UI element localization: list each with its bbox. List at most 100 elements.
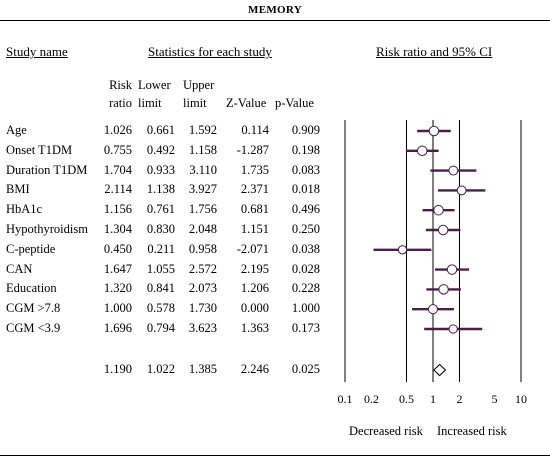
bottom-rule: [0, 455, 550, 456]
row-upper-cell: 1.756: [188, 202, 217, 217]
summary-z-cell: 2.246: [240, 362, 269, 376]
row-study-cell: CGM <3.9: [6, 321, 61, 335]
row-study-cell: Hypothyroidism: [6, 222, 88, 236]
row-z-cell: 0.114: [241, 123, 269, 137]
row-p-cell: 0.018: [291, 182, 320, 197]
row-rr-cell: 1.156: [103, 202, 132, 217]
row-z-cell: 1.735: [240, 162, 269, 177]
row-z-cell: 1.363: [240, 321, 269, 335]
row-p-cell: 0.038: [291, 241, 320, 256]
summary-lower-cell: 1.022: [146, 362, 175, 376]
row-upper-cell: 1.730: [188, 301, 217, 316]
col-header-risk-ratio: Risk ratio: [109, 78, 132, 110]
row-study-cell: Age: [6, 123, 27, 137]
row-lower-cell: 0.761: [146, 202, 175, 217]
page-title: MEMORY: [248, 4, 302, 16]
point-estimate-marker: [437, 224, 449, 236]
header-risk-ratio-ci: Risk ratio and 95% CI: [376, 44, 493, 59]
row-study-cell: HbA1c: [6, 202, 43, 217]
row-z-cell: -1.287: [236, 142, 269, 157]
tick-label: 2: [456, 392, 463, 406]
row-study-cell: CAN: [6, 261, 33, 276]
row-study-cell: BMI: [6, 182, 30, 197]
tick-label: 0.2: [363, 392, 379, 406]
axis-label-increased-risk: Increased risk: [437, 424, 507, 438]
point-estimate-marker: [417, 145, 428, 157]
row-study-cell: Duration T1DM: [6, 162, 88, 177]
row-study-cell: Education: [6, 281, 57, 296]
point-estimate-marker: [448, 165, 459, 176]
row-p-cell: 0.228: [291, 281, 320, 296]
summary-upper-cell: 1.385: [188, 362, 217, 376]
row-rr-cell: 1.026: [103, 123, 132, 137]
row-study-cell: CGM >7.8: [6, 301, 61, 316]
row-z-cell: 1.206: [240, 281, 269, 296]
row-upper-cell: 2.073: [188, 281, 217, 296]
row-z-cell: -2.071: [236, 241, 269, 256]
row-lower-cell: 0.578: [146, 301, 175, 316]
summary-rr-cell: 1.190: [103, 362, 132, 376]
row-rr-cell: 1.696: [103, 321, 132, 335]
row-rr-cell: 1.647: [103, 261, 132, 276]
row-lower-cell: 0.830: [146, 222, 175, 236]
summary-diamond: [433, 363, 447, 377]
row-lower-cell: 0.211: [147, 241, 175, 256]
row-study-cell: C-peptide: [6, 241, 56, 256]
tick-label: 10: [515, 392, 527, 406]
row-z-cell: 2.195: [240, 261, 269, 276]
row-rr-cell: 0.755: [103, 142, 132, 157]
row-upper-cell: 2.572: [188, 261, 217, 276]
row-p-cell: 0.250: [291, 222, 320, 236]
header-study-name: Study name: [6, 44, 68, 59]
point-estimate-marker: [427, 304, 439, 315]
row-rr-cell: 1.304: [103, 222, 132, 236]
row-lower-cell: 0.933: [146, 162, 175, 177]
top-rule: [0, 20, 550, 21]
row-upper-cell: 1.592: [188, 123, 217, 137]
tick-label: 1: [430, 392, 436, 406]
col-header-z-value: Z-Value: [226, 96, 267, 110]
row-z-cell: 1.151: [240, 222, 269, 236]
point-estimate-marker: [433, 204, 444, 216]
point-estimate-marker: [448, 324, 458, 334]
row-lower-cell: 1.055: [146, 261, 175, 276]
header-statistics: Statistics for each study: [148, 44, 272, 59]
row-p-cell: 0.083: [291, 162, 320, 177]
row-upper-cell: 0.958: [188, 241, 217, 256]
row-p-cell: 0.909: [291, 123, 320, 137]
col-header-upper-limit: Upper limit: [183, 78, 215, 110]
row-upper-cell: 3.927: [188, 182, 217, 197]
row-rr-cell: 1.320: [103, 281, 132, 296]
row-p-cell: 0.173: [291, 321, 320, 335]
row-p-cell: 1.000: [291, 301, 320, 316]
row-z-cell: 0.681: [240, 202, 269, 217]
row-upper-cell: 3.623: [188, 321, 217, 335]
row-study-cell: Onset T1DM: [6, 142, 73, 157]
col-header-lower-limit: Lower limit: [138, 78, 171, 110]
row-lower-cell: 0.841: [146, 281, 175, 296]
point-estimate-marker: [428, 125, 440, 137]
col-header-p-value: p-Value: [275, 96, 314, 110]
row-z-cell: 2.371: [240, 182, 269, 197]
row-lower-cell: 0.661: [146, 123, 175, 137]
row-p-cell: 0.028: [291, 261, 320, 276]
point-estimate-marker: [446, 264, 458, 275]
axis-label-decreased-risk: Decreased risk: [349, 424, 423, 438]
summary-p-cell: 0.025: [291, 362, 320, 376]
point-estimate-marker: [438, 284, 449, 295]
tick-label: 0.5: [399, 392, 414, 406]
row-upper-cell: 2.048: [188, 222, 217, 236]
row-p-cell: 0.496: [291, 202, 320, 217]
row-lower-cell: 0.492: [146, 142, 175, 157]
row-rr-cell: 1.704: [103, 162, 132, 177]
row-lower-cell: 1.138: [146, 182, 175, 197]
row-lower-cell: 0.794: [146, 321, 175, 335]
row-upper-cell: 1.158: [188, 142, 217, 157]
row-rr-cell: 0.450: [103, 241, 132, 256]
tick-label: 0.1: [337, 392, 353, 406]
row-p-cell: 0.198: [291, 142, 320, 157]
tick-label: 5: [491, 392, 498, 406]
row-upper-cell: 3.110: [189, 162, 217, 177]
row-rr-cell: 2.114: [104, 182, 132, 197]
